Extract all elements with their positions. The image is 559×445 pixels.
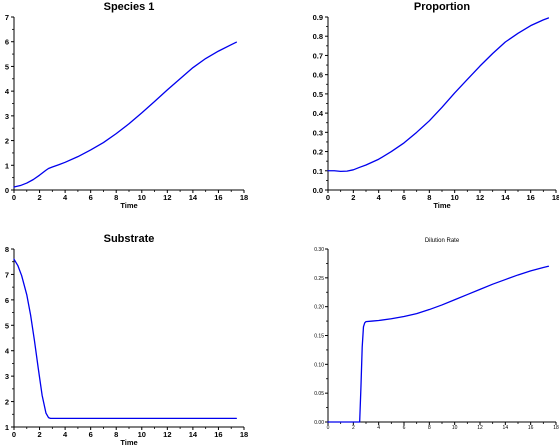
chart-title: Proportion <box>414 1 470 13</box>
x-tick-label: 6 <box>89 193 93 202</box>
x-tick-label: 10 <box>138 430 146 439</box>
y-tick-label: 7 <box>5 13 9 22</box>
y-tick-label: 2 <box>5 137 9 146</box>
y-tick-label: 4 <box>5 87 10 96</box>
chart-panel-4: Dilution Rate 0 2 4 6 8 10 12 14 16 18 0.00 0.05 0.10… <box>314 238 559 431</box>
x-tick-label: 18 <box>240 430 248 439</box>
y-tick-label: 0.20 <box>314 305 324 311</box>
x-tick-label: 0 <box>12 193 16 202</box>
series-line-1 <box>327 265 550 423</box>
y-tick-label: 0.8 <box>313 32 323 41</box>
x-tick-label: 0 <box>326 193 330 202</box>
x-tick-label: 2 <box>37 193 41 202</box>
y-tick-label: 0.25 <box>314 276 324 282</box>
x-tick-label: 4 <box>377 425 380 431</box>
x-tick-label: 6 <box>403 425 406 431</box>
x-tick-label: 16 <box>528 425 534 431</box>
y-tick-label: 4 <box>5 347 10 356</box>
x-tick-label: 2 <box>352 425 355 431</box>
y-tick-label: 6 <box>5 38 9 47</box>
x-tick-label: 18 <box>240 193 248 202</box>
x-tick-label: 18 <box>553 425 559 431</box>
y-tick-label: 3 <box>5 112 9 121</box>
series-line-1 <box>13 258 237 419</box>
y-tick-label: 0.00 <box>314 420 324 426</box>
x-axis-label: Time <box>120 438 137 445</box>
x-tick-label: 10 <box>138 193 146 202</box>
chart-title: Substrate <box>104 233 155 245</box>
x-tick-label: 12 <box>163 193 171 202</box>
y-tick-label: 8 <box>5 245 9 254</box>
x-tick-label: 16 <box>214 430 222 439</box>
y-tick-label: 0.3 <box>313 128 323 137</box>
x-tick-label: 14 <box>501 193 510 202</box>
y-tick-label: 0.6 <box>313 71 323 80</box>
x-tick-label: 12 <box>476 193 484 202</box>
y-tick-label: 2 <box>5 398 9 407</box>
x-tick-label: 8 <box>428 425 431 431</box>
y-tick-label: 0.10 <box>314 362 324 368</box>
y-tick-label: 5 <box>5 62 9 71</box>
y-tick-label: 0 <box>5 186 9 195</box>
x-tick-label: 14 <box>189 430 198 439</box>
x-tick-label: 8 <box>427 193 431 202</box>
y-tick-label: 1 <box>5 423 9 432</box>
y-tick-label: 0.2 <box>313 148 323 157</box>
chart-title: Dilution Rate <box>425 238 460 244</box>
x-tick-label: 12 <box>163 430 171 439</box>
x-tick-label: 2 <box>351 193 355 202</box>
chart-panel-2: Proportion 0 2 4 6 8 10 12 14 16 18 0.0 0.1 0.2 0.3 0.4… <box>313 1 559 210</box>
x-tick-label: 4 <box>63 430 68 439</box>
y-tick-label: 0.1 <box>313 167 323 176</box>
x-tick-label: 14 <box>503 425 509 431</box>
chart-title: Species 1 <box>104 1 155 13</box>
y-tick-label: 7 <box>5 270 9 279</box>
x-axis-label: Time <box>433 201 450 210</box>
y-tick-label: 0.0 <box>313 186 323 195</box>
x-tick-label: 12 <box>477 425 483 431</box>
y-tick-label: 5 <box>5 321 9 330</box>
x-tick-label: 8 <box>114 430 118 439</box>
y-tick-label: 0.9 <box>313 13 323 22</box>
y-tick-label: 0.05 <box>314 391 324 397</box>
x-axis-label: Time <box>120 201 137 210</box>
y-tick-label: 0.30 <box>314 247 324 253</box>
x-tick-label: 18 <box>552 193 559 202</box>
x-tick-label: 16 <box>214 193 222 202</box>
series-line-1 <box>327 17 550 172</box>
x-tick-label: 10 <box>450 193 458 202</box>
x-tick-label: 4 <box>377 193 382 202</box>
x-tick-label: 10 <box>452 425 458 431</box>
x-tick-label: 2 <box>37 430 41 439</box>
y-tick-label: 6 <box>5 296 9 305</box>
y-tick-label: 0.5 <box>313 90 323 99</box>
x-tick-label: 6 <box>402 193 406 202</box>
y-tick-label: 1 <box>5 161 9 170</box>
x-tick-label: 8 <box>114 193 118 202</box>
x-tick-label: 6 <box>89 430 93 439</box>
x-tick-label: 4 <box>63 193 68 202</box>
series-line-1 <box>13 41 237 188</box>
x-tick-label: 0 <box>327 425 330 431</box>
y-tick-label: 0.4 <box>313 109 324 118</box>
y-tick-label: 0.7 <box>313 51 323 60</box>
x-tick-label: 14 <box>189 193 198 202</box>
y-tick-label: 0.15 <box>314 334 324 340</box>
x-tick-label: 16 <box>526 193 534 202</box>
y-tick-label: 3 <box>5 372 9 381</box>
x-tick-label: 0 <box>12 430 16 439</box>
